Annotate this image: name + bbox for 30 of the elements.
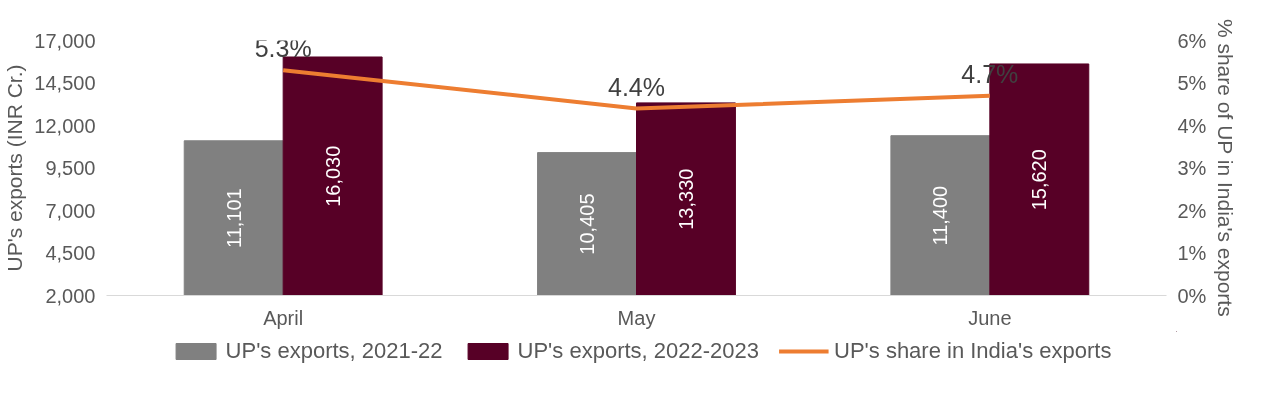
data-label: 10,405 [576,193,599,255]
y-tick-label: 14,500 [34,72,96,94]
y2-tick-label: 5% [1177,72,1207,94]
legend-label: UP's exports, 2022-2023 [517,338,760,364]
y-tick-label: 12,000 [34,114,96,137]
data-label: 11,101 [222,188,245,248]
data-label: 15,620 [1028,149,1051,211]
y-tick-label: 7,000 [45,199,96,222]
y2-axis-title: % share of UP in India's exports [1214,18,1238,317]
y-axis-title: UP's exports (INR Cr.) [3,64,27,272]
y-tick-label: 9,500 [45,157,96,179]
y2-tick-label: 2% [1177,199,1207,222]
x-tick-label: May [617,306,656,329]
y-tick-label: 17,000 [34,29,96,52]
data-label: 4.7% [961,59,1019,88]
x-tick-label: April [263,306,304,329]
y-tick-label: 4,500 [45,242,96,264]
legend-label: UP's exports, 2021-22 [225,338,443,364]
y2-tick-label: 4% [1177,114,1207,137]
data-label: 16,030 [321,145,344,207]
data-label: 13,330 [674,168,697,230]
data-label: 4.4% [608,72,665,101]
data-label: 11,400 [929,185,952,246]
y2-tick-label: 0% [1177,284,1207,307]
legend-label: UP's share in India's exports [834,338,1112,364]
y2-tick-label: 6% [1177,29,1207,52]
y-tick-label: 2,000 [45,284,96,307]
y2-tick-label: 3% [1177,157,1207,179]
y2-tick-label: 1% [1177,242,1207,264]
x-tick-label: June [968,306,1012,329]
